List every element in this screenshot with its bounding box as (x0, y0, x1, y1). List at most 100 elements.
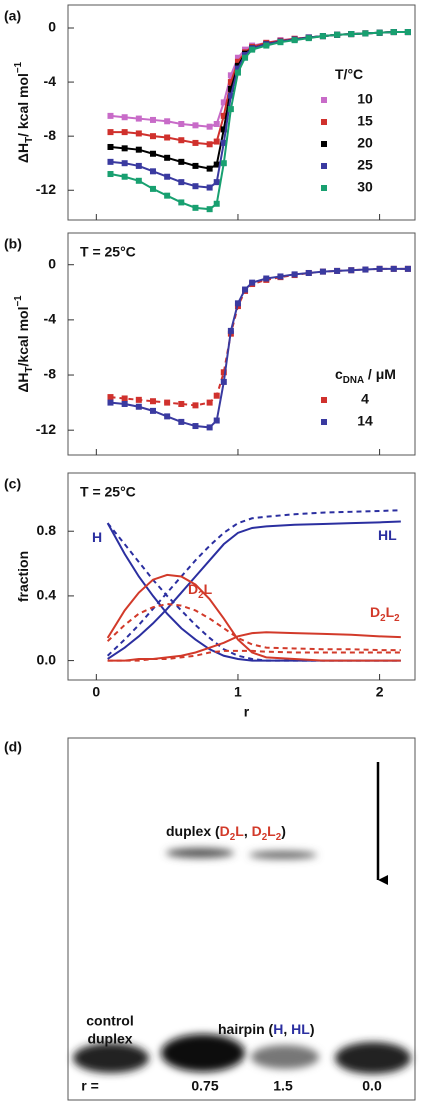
line (106, 509, 401, 657)
y-tick-label: 0 (48, 19, 56, 35)
marker (121, 129, 128, 136)
marker (213, 120, 220, 127)
x-tick-label: 1 (234, 684, 242, 700)
legend-label: 15 (357, 113, 373, 129)
y-tick-label: 0 (48, 255, 56, 271)
marker (213, 161, 220, 168)
label-part: HL (291, 1021, 310, 1037)
marker (192, 402, 199, 409)
y-tick-label: -8 (44, 366, 57, 382)
panel-b-frame (67, 232, 416, 456)
marker (164, 134, 171, 141)
panel-label: (b) (4, 236, 22, 252)
band (251, 1045, 319, 1069)
marker (220, 369, 227, 376)
legend-label: 14 (357, 413, 373, 429)
line (107, 520, 401, 660)
label-part: L (204, 581, 213, 597)
marker (277, 39, 284, 46)
marker (107, 158, 114, 165)
legend-label: 30 (357, 179, 373, 195)
marker (234, 69, 241, 76)
label-part: / kcal mol (15, 73, 31, 137)
marker (164, 192, 171, 199)
marker (121, 114, 128, 121)
marker (234, 58, 241, 65)
label-part: c (335, 366, 343, 382)
band (249, 851, 317, 859)
marker (220, 99, 227, 106)
curve-label: HL (378, 527, 397, 543)
label-part: D (188, 581, 198, 597)
marker (107, 399, 114, 406)
y-tick-label: 0.0 (37, 651, 57, 667)
marker (227, 92, 234, 99)
band-label: duplex (87, 1031, 132, 1047)
label-part: H (273, 1021, 283, 1037)
label-part: ΔH (15, 143, 31, 163)
marker (249, 279, 256, 286)
label-part: fraction (15, 551, 31, 602)
panel-label: (a) (4, 8, 21, 24)
marker (178, 418, 185, 425)
curve-label: D2L2 (370, 604, 400, 624)
marker (178, 120, 185, 127)
marker (149, 407, 156, 414)
label-part: HL (378, 527, 397, 543)
band-label: duplex (D2L, D2L2) (166, 823, 286, 843)
x-tick-label: 0 (92, 684, 100, 700)
label-part: 2 (380, 613, 386, 624)
x-axis-label: r (244, 704, 250, 720)
band-label: control (86, 1013, 133, 1029)
marker (149, 185, 156, 192)
label-part: 2 (198, 590, 204, 601)
y-axis-label: ΔHT/kcal mol−1 (13, 295, 35, 393)
marker (220, 139, 227, 146)
label-part: T (24, 366, 35, 372)
marker (227, 85, 234, 92)
marker (135, 130, 142, 137)
label-part: −1 (13, 61, 24, 73)
marker (220, 112, 227, 119)
label-part: / μM (364, 366, 396, 382)
label-part: T (24, 137, 35, 143)
marker (390, 29, 397, 36)
label-part: , (244, 823, 252, 839)
marker (348, 31, 355, 38)
marker (362, 266, 369, 273)
label-part: D (370, 604, 380, 620)
marker (227, 106, 234, 113)
marker (220, 378, 227, 385)
label-part: 2 (230, 832, 236, 843)
marker (234, 65, 241, 72)
marker (178, 199, 185, 206)
marker (121, 160, 128, 167)
line (106, 573, 401, 662)
marker (178, 400, 185, 407)
marker (149, 116, 156, 123)
label-part: −1 (13, 295, 24, 307)
marker (376, 265, 383, 272)
marker (178, 158, 185, 165)
legend-marker (321, 163, 327, 169)
legend-marker (321, 119, 327, 125)
marker (234, 300, 241, 307)
y-tick-label: 0.8 (37, 522, 57, 538)
label-part: L (235, 823, 244, 839)
marker (107, 112, 114, 119)
marker (149, 168, 156, 175)
marker (334, 31, 341, 38)
lane-header: r = (81, 1078, 99, 1094)
legend-label: 20 (357, 135, 373, 151)
marker (249, 46, 256, 53)
marker (206, 141, 213, 148)
marker (107, 171, 114, 178)
lane-label: 0.75 (191, 1078, 218, 1094)
label-part: DNA (343, 375, 364, 386)
marker (178, 137, 185, 144)
y-tick-label: -8 (44, 127, 57, 143)
marker (206, 123, 213, 130)
line (107, 631, 401, 662)
panel-c-frame (67, 472, 416, 681)
